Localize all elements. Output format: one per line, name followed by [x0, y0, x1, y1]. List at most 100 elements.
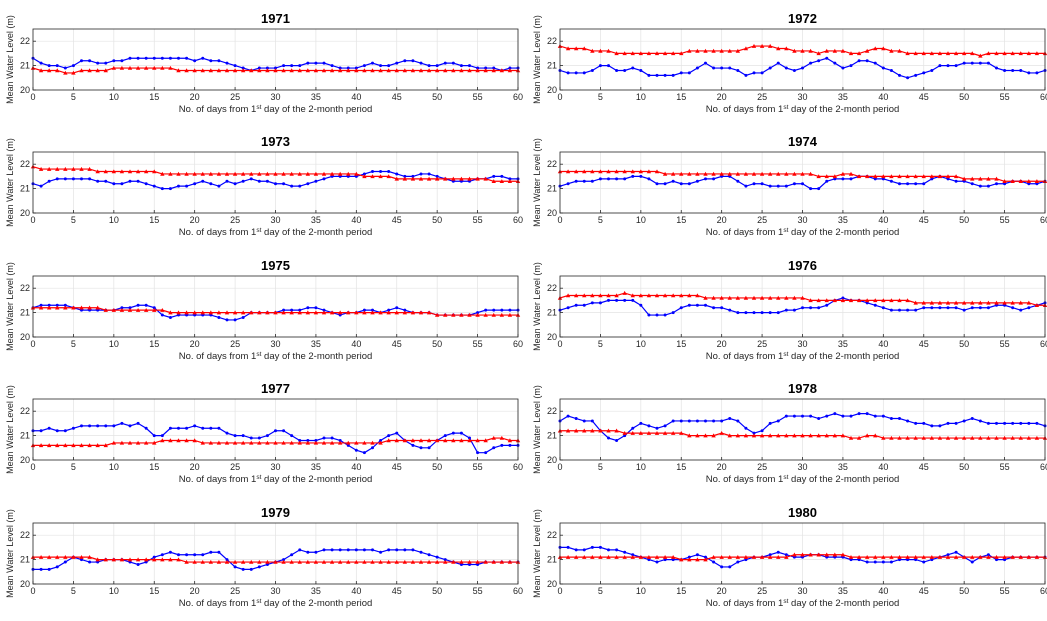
data-point — [687, 303, 691, 307]
data-point — [88, 424, 92, 428]
data-point — [598, 177, 602, 181]
data-point — [865, 560, 869, 564]
data-point — [313, 171, 319, 176]
data-point — [265, 559, 270, 564]
y-tick-label: 22 — [547, 159, 557, 169]
x-tick-label: 20 — [717, 215, 727, 225]
data-point — [1018, 300, 1023, 305]
data-point — [298, 438, 302, 442]
data-point — [1011, 68, 1015, 72]
data-point — [913, 435, 918, 440]
data-point — [849, 64, 853, 68]
data-point — [833, 412, 837, 416]
data-point — [670, 293, 676, 298]
data-point — [565, 169, 571, 174]
data-point — [379, 550, 383, 554]
data-point — [937, 554, 943, 559]
data-point — [712, 177, 716, 181]
data-point — [177, 553, 180, 557]
data-point — [418, 438, 424, 443]
data-point — [776, 433, 781, 438]
data-point — [209, 550, 213, 554]
x-tick-label: 45 — [392, 92, 402, 102]
x-tick-label: 0 — [557, 215, 562, 225]
data-point — [87, 305, 92, 310]
data-point — [565, 293, 571, 298]
data-point — [1010, 51, 1015, 56]
data-point — [906, 419, 910, 423]
data-point — [1026, 300, 1032, 305]
data-point — [507, 68, 513, 73]
data-point — [176, 438, 181, 443]
data-point — [46, 554, 52, 559]
data-point — [362, 310, 367, 315]
data-point — [143, 557, 149, 562]
data-point — [395, 172, 399, 176]
data-point — [687, 71, 691, 75]
data-point — [671, 73, 675, 77]
data-point — [670, 51, 676, 56]
data-point — [177, 184, 180, 188]
data-point — [945, 174, 951, 179]
data-point — [776, 419, 780, 423]
x-tick-label: 25 — [757, 215, 767, 225]
data-point — [443, 68, 448, 73]
data-point — [273, 440, 278, 445]
data-point — [298, 64, 302, 68]
data-point — [354, 448, 358, 452]
data-point — [232, 171, 238, 176]
data-point — [144, 303, 148, 307]
data-point — [1002, 554, 1007, 559]
data-point — [889, 48, 894, 53]
data-point — [306, 61, 310, 65]
x-axis-label: No. of days from 1st day of the 2-month … — [179, 474, 373, 485]
x-axis-label: No. of days from 1st day of the 2-month … — [179, 351, 373, 362]
data-point — [55, 64, 59, 68]
data-point — [274, 182, 277, 186]
data-point — [922, 182, 926, 186]
data-point — [743, 433, 749, 438]
data-point — [168, 557, 173, 562]
x-axis-label-superscript: st — [256, 598, 261, 605]
data-point — [410, 68, 416, 73]
data-point — [824, 174, 829, 179]
data-point — [281, 310, 286, 315]
data-point — [184, 171, 189, 176]
x-tick-label: 30 — [797, 215, 807, 225]
data-point — [80, 177, 83, 181]
data-point — [784, 553, 788, 557]
data-point — [801, 66, 804, 70]
data-point — [768, 421, 772, 425]
data-point — [654, 293, 660, 298]
data-point — [881, 66, 885, 70]
x-tick-label: 20 — [190, 339, 200, 349]
data-point — [508, 308, 512, 312]
y-tick-label: 20 — [547, 208, 557, 218]
data-point — [265, 310, 270, 315]
data-point — [654, 51, 660, 56]
data-point — [418, 559, 424, 564]
data-point — [508, 443, 512, 447]
data-point — [507, 559, 513, 564]
data-point — [168, 171, 173, 176]
data-point — [257, 66, 261, 70]
data-point — [606, 48, 611, 53]
data-point — [832, 48, 838, 53]
y-tick-label: 22 — [20, 406, 30, 416]
data-point — [776, 46, 781, 51]
data-point — [47, 179, 51, 183]
data-point — [371, 61, 374, 65]
x-axis-label: No. of days from 1st day of the 2-month … — [706, 104, 900, 115]
data-point — [192, 438, 197, 443]
data-point — [200, 310, 205, 315]
data-point — [128, 179, 132, 183]
data-point — [240, 440, 246, 445]
data-point — [768, 184, 772, 188]
data-point — [622, 51, 627, 56]
data-point — [354, 440, 359, 445]
data-point — [898, 417, 901, 421]
data-point — [638, 51, 644, 56]
data-point — [386, 174, 391, 179]
data-point — [233, 434, 237, 438]
x-tick-label: 15 — [149, 462, 159, 472]
